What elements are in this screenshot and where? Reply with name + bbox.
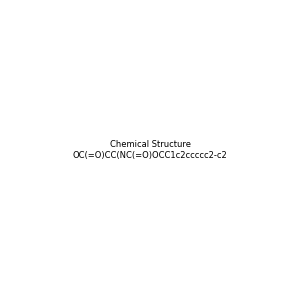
Text: Chemical Structure
OC(=O)CC(NC(=O)OCC1c2ccccc2-c2: Chemical Structure OC(=O)CC(NC(=O)OCC1c2… [73, 140, 227, 160]
